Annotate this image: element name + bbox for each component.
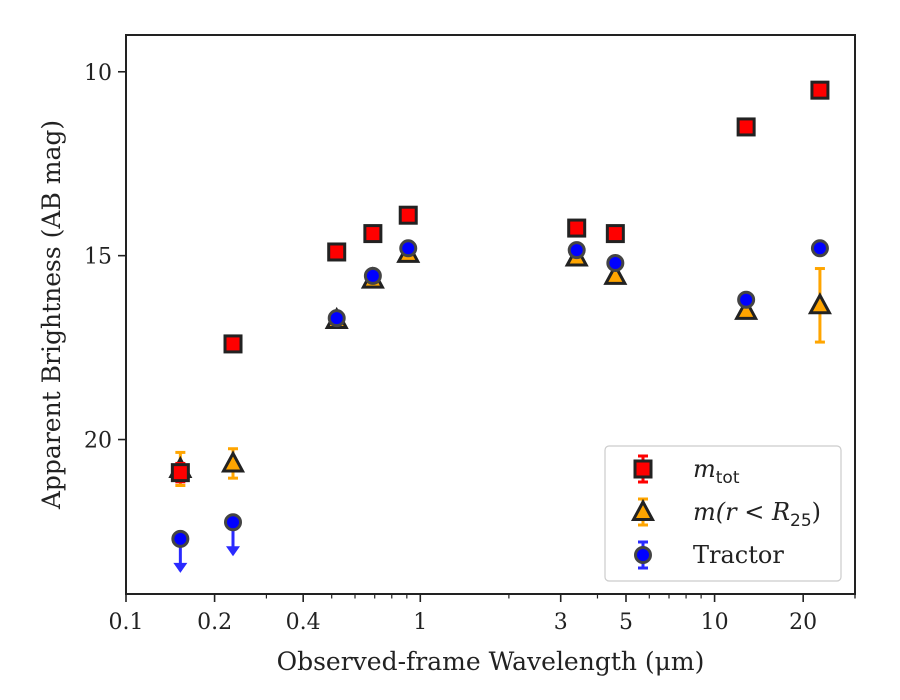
plot-frame — [125, 34, 856, 595]
legend: mtot m(r < R25) Tractor — [604, 445, 842, 582]
data-point-square — [223, 334, 243, 354]
data-point-circle — [567, 241, 586, 260]
y-tick-label: 20 — [84, 429, 112, 454]
x-tick-label: 0.1 — [109, 610, 144, 635]
legend-marker-triangle — [630, 498, 656, 521]
legend-label-main: m(r < R — [693, 498, 790, 526]
legend-label-subscript: tot — [716, 468, 740, 488]
x-tick-label: 10 — [701, 610, 729, 635]
data-point-square — [327, 242, 347, 262]
x-tick-label: 20 — [789, 610, 817, 635]
x-tick-label: 0.4 — [286, 610, 321, 635]
data-point-square — [398, 205, 418, 225]
x-tick-label: 1 — [413, 610, 427, 635]
x-axis: 0.1 0.2 0.4 1 3 5 10 20 — [109, 594, 856, 635]
y-axis: 10 15 20 — [84, 61, 126, 454]
data-point-square — [605, 224, 625, 244]
x-axis-title: Observed-frame Wavelength (μm) — [277, 647, 705, 676]
data-point-triangle — [603, 262, 628, 285]
y-axis-title: Apparent Brightness (AB mag) — [37, 120, 66, 510]
data-point-square — [170, 463, 190, 483]
legend-marker-circle — [634, 546, 652, 564]
legend-label: Tractor — [693, 541, 784, 569]
data-point-triangle — [734, 297, 759, 320]
x-tick-label: 0.2 — [197, 610, 232, 635]
data-points — [168, 80, 832, 573]
upper-limit-arrowhead — [226, 546, 241, 557]
y-tick-label: 10 — [84, 61, 112, 86]
data-point-circle — [737, 290, 756, 309]
legend-marker-square — [633, 459, 653, 479]
legend-label-main: m — [693, 455, 716, 483]
legend-label-subscript: 25 — [790, 511, 812, 531]
data-point-circle — [810, 239, 829, 258]
data-point-circle — [327, 309, 346, 328]
data-point-square — [363, 224, 383, 244]
data-point-triangle — [220, 450, 246, 473]
data-point-circle — [399, 239, 418, 258]
legend-label: mtot — [693, 455, 740, 488]
y-tick-label: 15 — [84, 245, 112, 270]
legend-label-tail: ) — [812, 498, 821, 526]
x-tick-label: 5 — [619, 610, 633, 635]
data-point-square — [567, 218, 587, 238]
upper-limit-arrowhead — [173, 562, 188, 573]
legend-label: m(r < R25) — [693, 498, 821, 531]
data-point-square — [736, 117, 756, 137]
data-point-triangle — [807, 292, 832, 315]
x-tick-label: 3 — [554, 610, 568, 635]
data-point-circle — [363, 266, 382, 285]
data-point-circle — [171, 529, 190, 548]
data-point-circle — [224, 513, 243, 532]
data-point-circle — [606, 254, 625, 273]
data-point-square — [810, 80, 830, 100]
legend-box — [604, 445, 842, 582]
